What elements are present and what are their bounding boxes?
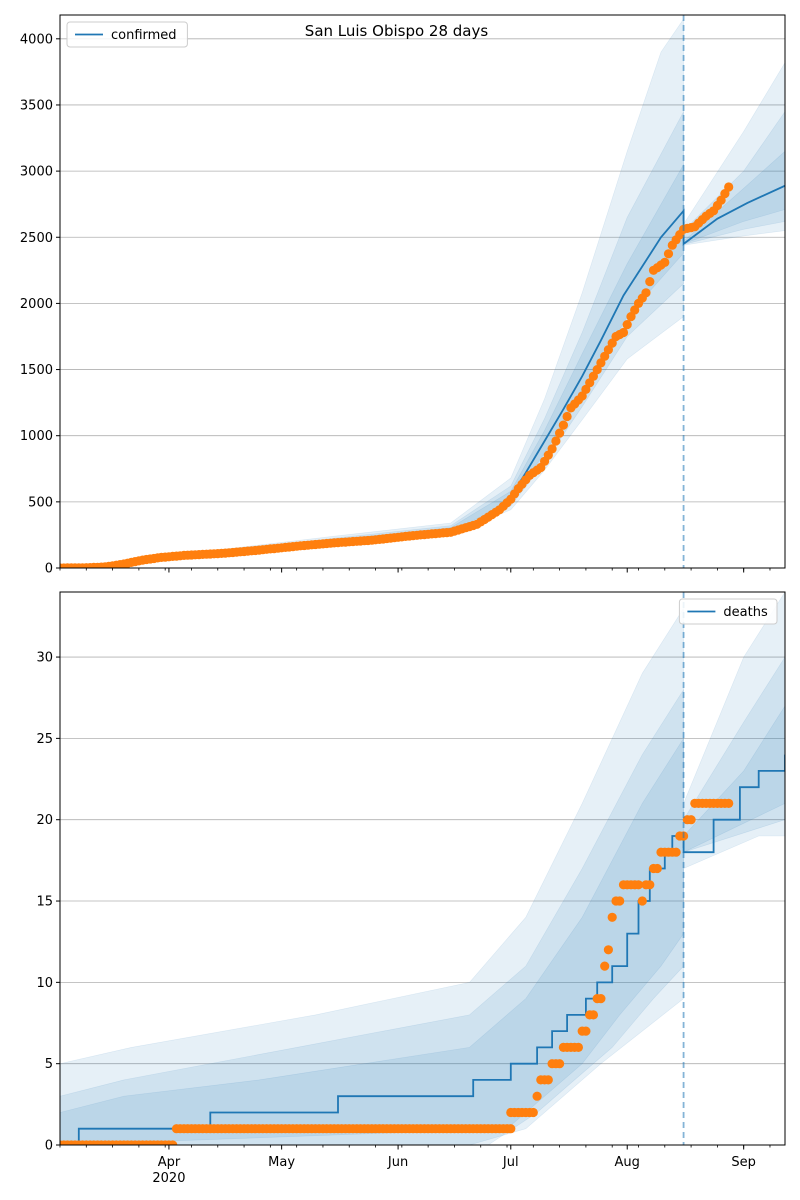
observed-point [592, 365, 602, 375]
legend: deaths [678, 598, 778, 625]
chart-title: San Luis Obispo 28 days [305, 22, 489, 40]
x-tick-label: May [268, 1155, 295, 1170]
plot-frame [59, 14, 786, 569]
observed-point [596, 994, 606, 1004]
x-tick-label: Jul [502, 1155, 519, 1170]
observed-point [532, 1091, 542, 1101]
observed-point [506, 1124, 516, 1134]
series-line-deaths [60, 754, 785, 1145]
plot-frame [59, 591, 786, 1146]
y-tick-label: 2000 [20, 297, 53, 312]
observed-point [551, 436, 561, 446]
legend-box [678, 598, 778, 625]
y-tick-label: 10 [36, 976, 53, 991]
observed-point [660, 257, 670, 267]
observed-point [528, 1107, 538, 1118]
observed-point [562, 411, 572, 422]
plot-area [60, 592, 785, 1145]
observed-point [600, 961, 610, 971]
observed-point [558, 420, 569, 430]
y-tick-label: 500 [28, 495, 53, 510]
x-tick-label: Jun [387, 1155, 408, 1170]
observed-point [573, 1042, 584, 1052]
x-tick-label: Apr [158, 1155, 181, 1170]
uncertainty-band [60, 656, 785, 1145]
legend: confirmed [66, 21, 188, 48]
legend-label: confirmed [111, 28, 177, 43]
confirmed-panel: 0 500 1000 1500 2000 2500 3000 3500 4000 San Luis… [20, 14, 786, 577]
uncertainty-band [60, 705, 785, 1145]
observed-point [645, 277, 655, 287]
observed-point [641, 288, 651, 298]
plot-area [60, 18, 785, 568]
observed-point [543, 1075, 553, 1085]
observed-point [633, 880, 644, 890]
observed-point [581, 1026, 591, 1036]
observed-point [588, 1010, 599, 1020]
y-tick-label: 0 [45, 562, 53, 577]
x-tick-label: Aug [615, 1155, 640, 1170]
observed-point [607, 912, 617, 922]
observed-point [637, 896, 647, 906]
observed-point [622, 320, 632, 330]
observed-point [652, 863, 662, 874]
y-tick-label: 30 [36, 651, 53, 666]
y-tick-label: 2500 [20, 231, 53, 246]
observed-point [724, 182, 734, 192]
observed-point [547, 444, 557, 454]
observed-point [603, 945, 614, 955]
observed-point [615, 896, 625, 906]
observed-point [555, 1059, 565, 1069]
legend-label: deaths [723, 605, 768, 620]
y-tick-label: 15 [36, 895, 53, 910]
observed-point [645, 880, 655, 890]
observed-point [671, 847, 681, 857]
y-tick-label: 20 [36, 813, 53, 828]
y-tick-label: 3500 [20, 98, 53, 113]
y-tick-label: 1500 [20, 363, 53, 378]
y-tick-label: 0 [45, 1139, 53, 1154]
observed-point [618, 327, 629, 338]
y-tick-label: 5 [45, 1057, 53, 1072]
y-tick-label: 4000 [20, 32, 53, 47]
y-tick-label: 25 [36, 732, 53, 747]
x-tick-label: Sep [731, 1155, 756, 1170]
uncertainty-band [60, 592, 785, 1145]
observed-point [686, 815, 696, 825]
observed-point [663, 249, 674, 259]
x-year-label: 2020 [152, 1171, 185, 1186]
y-tick-label: 1000 [20, 429, 53, 444]
observed-point [724, 798, 734, 809]
legend-box [66, 21, 188, 48]
y-tick-label: 3000 [20, 165, 53, 180]
observed-point [555, 428, 565, 438]
observed-point [168, 1140, 178, 1145]
